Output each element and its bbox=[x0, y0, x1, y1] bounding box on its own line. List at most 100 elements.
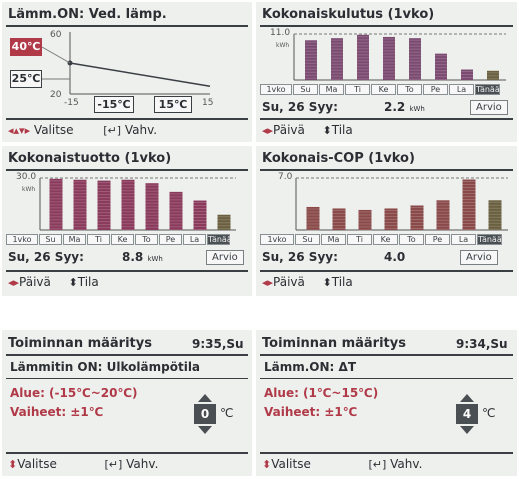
day-cell-La[interactable]: La bbox=[183, 234, 206, 245]
mode-label: Lämm.ON: ΔT bbox=[264, 360, 357, 374]
day-cell-Tänään[interactable]: Tänään bbox=[475, 84, 505, 95]
panel-title: Kokonaistuotto (1vko) bbox=[8, 151, 172, 166]
arrow-up-icon[interactable] bbox=[198, 394, 212, 402]
day-value: 4.0 bbox=[384, 250, 405, 264]
day-selector: 1vko Su Ma Ti Ke To Pe La Tänään bbox=[6, 234, 237, 245]
clock-time: 9:35,Su bbox=[192, 337, 244, 351]
footer-confirm-label[interactable]: Vahv. bbox=[390, 457, 423, 471]
value-stepper[interactable]: 4 bbox=[456, 394, 478, 438]
day-cell-Ke[interactable]: Ke bbox=[373, 234, 398, 245]
footer-confirm-label[interactable]: Vahv. bbox=[126, 457, 159, 471]
day-cell-Su[interactable]: Su bbox=[39, 234, 62, 245]
date-label: Su, 26 Syy: bbox=[262, 250, 338, 264]
day-cell-Pe[interactable]: Pe bbox=[423, 84, 448, 95]
y-max-label: 11.0 bbox=[270, 28, 291, 38]
bar-Ti bbox=[358, 209, 372, 230]
estimate-button[interactable]: Arvio bbox=[460, 250, 498, 265]
day-cell-1vko[interactable]: 1vko bbox=[260, 84, 292, 95]
y-unit-label: kWh bbox=[22, 186, 36, 193]
left-right-arrows-icon: ◂▸ bbox=[262, 276, 274, 289]
footer: ◂▴▾▸ Valitse [↵] Vahv. bbox=[8, 123, 157, 137]
day-cell-Su[interactable]: Su bbox=[293, 84, 318, 95]
footer-day-label[interactable]: Päivä bbox=[273, 123, 305, 137]
day-cell-Ti[interactable]: Ti bbox=[347, 234, 372, 245]
day-cell-1vko[interactable]: 1vko bbox=[260, 234, 294, 245]
day-cell-La[interactable]: La bbox=[449, 84, 474, 95]
arrow-down-icon[interactable] bbox=[198, 426, 212, 434]
day-cell-Ti[interactable]: Ti bbox=[345, 84, 370, 95]
footer-day-label[interactable]: Päivä bbox=[273, 275, 305, 289]
title-divider bbox=[6, 25, 248, 27]
day-cell-Ti[interactable]: Ti bbox=[87, 234, 110, 245]
value-stepper[interactable]: 0 bbox=[194, 394, 216, 438]
day-cell-Ma[interactable]: Ma bbox=[321, 234, 346, 245]
stepper-value: 4 bbox=[456, 404, 478, 424]
up-down-arrows-icon: ⬍ bbox=[262, 458, 272, 471]
bar-Ma bbox=[73, 179, 87, 230]
delta-setting-panel: Toiminnan määritys 9:34,Su Lämm.ON: ΔT A… bbox=[256, 330, 517, 476]
arrow-down-icon[interactable] bbox=[460, 426, 474, 434]
day-cell-Ke[interactable]: Ke bbox=[111, 234, 134, 245]
outdoor-setting-panel: Toiminnan määritys 9:35,Su Lämmitin ON: … bbox=[2, 330, 252, 476]
footer-mode-label[interactable]: Tila bbox=[331, 275, 353, 289]
day-cell-Ma[interactable]: Ma bbox=[319, 84, 344, 95]
up-down-left-right-arrows-icon: ◂▴▾▸ bbox=[8, 124, 31, 137]
footer-select-label[interactable]: Valitse bbox=[33, 123, 74, 137]
outdoor-low-value[interactable]: -15℃ bbox=[94, 96, 134, 113]
bar-La bbox=[193, 200, 207, 230]
footer: ◂▸Päivä ⬍Tila bbox=[262, 275, 353, 289]
value-unit: kWh bbox=[409, 105, 425, 113]
bar-La bbox=[462, 179, 476, 230]
up-down-arrows-icon: ⬍ bbox=[322, 124, 332, 137]
consumption-chart bbox=[293, 33, 506, 81]
range-label: Alue: (-15℃~20℃) bbox=[10, 386, 138, 400]
outdoor-high-value[interactable]: 15℃ bbox=[154, 96, 192, 113]
day-cell-Ke[interactable]: Ke bbox=[371, 84, 396, 95]
arrow-up-icon[interactable] bbox=[460, 394, 474, 402]
footer-divider bbox=[6, 270, 248, 272]
day-cell-Su[interactable]: Su bbox=[295, 234, 320, 245]
footer-divider bbox=[6, 452, 248, 454]
footer-select-label[interactable]: Valitse bbox=[17, 457, 57, 471]
day-cell-La[interactable]: La bbox=[451, 234, 476, 245]
up-down-arrows-icon: ⬍ bbox=[68, 276, 78, 289]
day-cell-Tänään[interactable]: Tänään bbox=[207, 234, 237, 245]
bar-Pe bbox=[169, 191, 183, 230]
production-chart bbox=[39, 177, 236, 231]
estimate-button[interactable]: Arvio bbox=[470, 100, 508, 115]
value-unit: kWh bbox=[147, 255, 163, 263]
y-max-label: 7.0 bbox=[278, 172, 293, 182]
clock-time: 9:34,Su bbox=[456, 337, 508, 351]
range-label: Alue: (1℃~15℃) bbox=[264, 386, 379, 400]
value-unit: ℃ bbox=[482, 406, 496, 420]
set-low-value[interactable]: 25℃ bbox=[10, 70, 42, 88]
bar-Ma bbox=[332, 208, 346, 230]
y-top-label: 60 bbox=[50, 30, 62, 40]
footer-mode-label[interactable]: Tila bbox=[77, 275, 99, 289]
day-cell-To[interactable]: To bbox=[399, 234, 424, 245]
high-connector bbox=[41, 46, 71, 64]
day-cell-1vko[interactable]: 1vko bbox=[6, 234, 38, 245]
footer-confirm-label[interactable]: Vahv. bbox=[124, 123, 158, 137]
bar-To bbox=[410, 205, 424, 230]
day-value: 2.2 kWh bbox=[384, 100, 425, 114]
footer: ◂▸Päivä ⬍Tila bbox=[262, 123, 353, 137]
day-cell-Pe[interactable]: Pe bbox=[159, 234, 182, 245]
set-high-value[interactable]: 40℃ bbox=[10, 38, 42, 56]
y-bottom-label: 20 bbox=[50, 90, 62, 100]
footer-divider bbox=[260, 452, 513, 454]
bar-Tänään bbox=[217, 214, 231, 230]
footer-day-label[interactable]: Päivä bbox=[19, 275, 51, 289]
footer-select-label[interactable]: Valitse bbox=[271, 457, 311, 471]
day-cell-To[interactable]: To bbox=[135, 234, 158, 245]
day-cell-Ma[interactable]: Ma bbox=[63, 234, 86, 245]
bar-Ke bbox=[121, 179, 135, 230]
day-cell-Pe[interactable]: Pe bbox=[425, 234, 450, 245]
estimate-button[interactable]: Arvio bbox=[206, 250, 244, 265]
day-cell-Tänään[interactable]: Tänään bbox=[477, 234, 507, 245]
day-cell-To[interactable]: To bbox=[397, 84, 422, 95]
value-number: 8.8 bbox=[122, 250, 144, 264]
footer-mode-label[interactable]: Tila bbox=[331, 123, 353, 137]
mode-divider bbox=[260, 378, 513, 379]
value-number: 4.0 bbox=[384, 250, 406, 264]
